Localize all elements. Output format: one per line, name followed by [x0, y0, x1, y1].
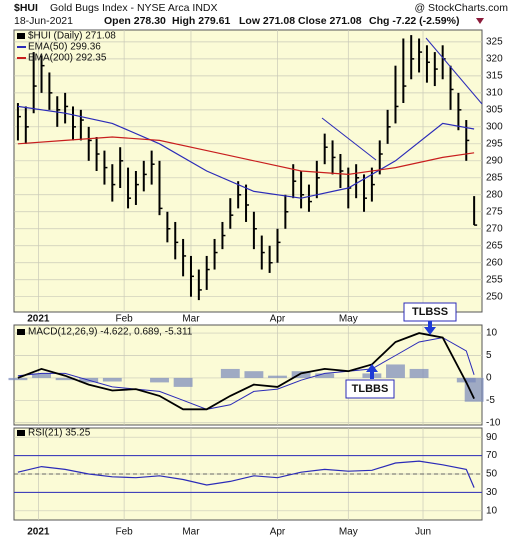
histogram-bar — [386, 364, 405, 378]
open: Open 278.30 — [104, 15, 166, 27]
histogram-bar — [32, 373, 51, 378]
y-tick-label: 260 — [486, 257, 503, 268]
y-tick-label: 310 — [486, 87, 503, 98]
source: @ StockCharts.com — [414, 2, 508, 14]
ema-line — [17, 136, 475, 176]
annotation: TLBSS — [412, 306, 448, 318]
close: Close 271.08 — [298, 15, 362, 27]
histogram-bar — [102, 377, 122, 382]
x-tick-label: Apr — [270, 527, 286, 538]
y-tick-label: 265 — [486, 240, 503, 251]
legend-swatch — [17, 329, 25, 335]
y-tick-label: -10 — [486, 417, 501, 428]
legend-entry: EMA(200) 292.35 — [28, 53, 107, 64]
y-tick-label: 295 — [486, 138, 503, 149]
macd-line — [17, 332, 475, 411]
x-tick-label: 2021 — [27, 527, 50, 538]
ema-line — [17, 105, 475, 199]
y-tick-label: 300 — [486, 121, 503, 132]
y-tick-label: 270 — [486, 223, 503, 234]
change: Chg -7.22 (-2.59%) — [369, 15, 459, 27]
trendline — [425, 37, 483, 105]
y-tick-label: 305 — [486, 104, 503, 115]
y-tick-label: 10 — [486, 328, 498, 339]
y-tick-label: 50 — [486, 469, 498, 480]
y-tick-label: 315 — [486, 71, 503, 82]
legend-entry: RSI(21) 35.25 — [28, 428, 91, 439]
low: Low 271.08 — [239, 15, 295, 27]
rsi-line — [17, 460, 475, 488]
x-tick-label: Mar — [182, 527, 200, 538]
y-tick-label: 30 — [486, 487, 498, 498]
y-tick-label: 5 — [486, 350, 492, 361]
y-tick-label: 280 — [486, 189, 503, 200]
y-tick-label: 10 — [486, 505, 498, 516]
symbol: $HUI — [14, 2, 38, 14]
histogram-bar — [315, 373, 335, 378]
x-tick-label: Jun — [415, 527, 431, 538]
y-tick-label: 285 — [486, 172, 503, 183]
x-tick-label: Apr — [270, 314, 286, 325]
x-tick-label: Feb — [116, 527, 134, 538]
y-tick-label: 320 — [486, 54, 503, 65]
histogram-bar — [220, 368, 240, 378]
date: 18-Jun-2021 — [14, 15, 73, 27]
signal-line — [17, 337, 475, 410]
x-tick-label: 2021 — [27, 314, 50, 325]
legend-swatch — [17, 33, 25, 39]
histogram-bar — [244, 371, 264, 378]
legend-swatch — [17, 430, 25, 436]
legend-entry: $HUI (Daily) 271.08 — [28, 31, 116, 42]
y-tick-label: 90 — [486, 432, 498, 443]
x-tick-label: Mar — [182, 314, 200, 325]
annotation: TLBBS — [352, 383, 389, 395]
y-tick-label: 0 — [486, 373, 492, 384]
x-tick-label: May — [339, 527, 358, 538]
annotation-box — [345, 379, 395, 399]
legend-entry: EMA(50) 299.36 — [28, 42, 101, 53]
histogram-bar — [268, 375, 287, 378]
y-tick-label: 255 — [486, 274, 503, 285]
index-name: Gold Bugs Index - NYSE Arca INDX — [50, 2, 218, 14]
histogram-bar — [55, 377, 75, 381]
histogram-bar — [409, 368, 429, 378]
down-marker — [476, 18, 484, 24]
trendline — [321, 117, 377, 161]
annotation-arrow — [366, 364, 378, 379]
annotation-arrow — [424, 321, 436, 335]
y-tick-label: 290 — [486, 155, 503, 166]
y-tick-label: 275 — [486, 206, 503, 217]
x-tick-label: Feb — [116, 314, 134, 325]
y-tick-label: -5 — [486, 395, 495, 406]
y-tick-label: 250 — [486, 291, 503, 302]
y-tick-label: 325 — [486, 37, 503, 48]
legend-entry: MACD(12,26,9) -4.622, 0.689, -5.311 — [28, 327, 193, 338]
high: High 279.61 — [172, 15, 231, 27]
histogram-bar — [150, 377, 169, 383]
histogram-bar — [173, 377, 193, 387]
x-tick-label: May — [339, 314, 358, 325]
y-tick-label: 70 — [486, 450, 498, 461]
histogram-bar — [8, 377, 28, 381]
histogram-bar — [291, 371, 311, 378]
histogram-bar — [464, 377, 484, 402]
